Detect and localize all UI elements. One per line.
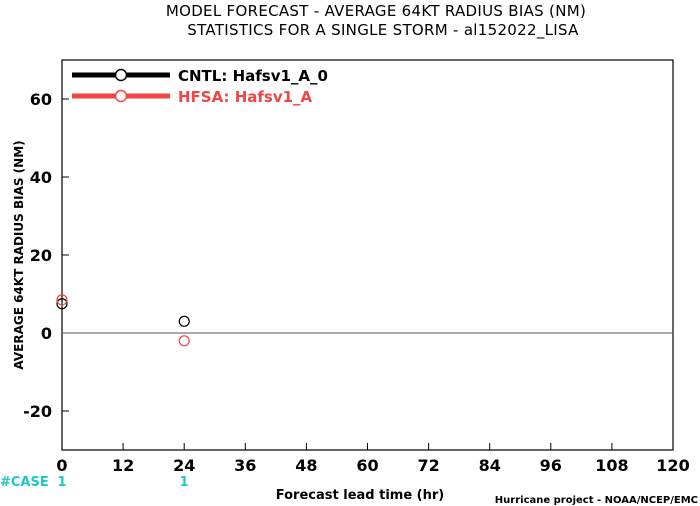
x-tick-label: 24 [173, 456, 195, 475]
y-tick-label: 40 [30, 168, 52, 187]
x-tick-label: 48 [295, 456, 317, 475]
data-points [56, 294, 190, 347]
x-tick-label: 108 [595, 456, 628, 475]
chart-title: MODEL FORECAST - AVERAGE 64KT RADIUS BIA… [166, 2, 586, 20]
data-point [56, 298, 68, 310]
legend-marker [114, 89, 128, 103]
case-label: #CASE [0, 475, 49, 490]
y-tick-label: 20 [30, 246, 52, 265]
plot-frame [61, 59, 674, 451]
x-axis: 0 12 24 36 48 60 72 84 96 108 120 [56, 443, 690, 475]
x-tick-label: 36 [234, 456, 256, 475]
x-axis-label: Forecast lead time (hr) [276, 488, 444, 503]
legend-label: CNTL: Hafsv1_A_0 [178, 67, 328, 85]
x-tick-label: 96 [540, 456, 562, 475]
y-tick-label: 60 [30, 90, 52, 109]
legend-marker [114, 68, 128, 82]
chart-subtitle: STATISTICS FOR A SINGLE STORM - al152022… [187, 21, 579, 40]
legend-label: HFSA: Hafsv1_A [178, 88, 313, 106]
x-tick-label: 12 [112, 456, 134, 475]
y-axis-label: AVERAGE 64KT RADIUS BIAS (NM) [12, 140, 26, 369]
x-tick-label: 120 [656, 456, 689, 475]
x-tick-label: 60 [356, 456, 378, 475]
y-tick-label: 0 [41, 324, 52, 343]
data-point [178, 335, 190, 347]
x-tick-label: 72 [417, 456, 439, 475]
y-axis: -20 0 20 40 60 [23, 90, 69, 421]
data-point [178, 315, 190, 327]
x-tick-label: 0 [56, 456, 67, 475]
x-tick-label: 84 [479, 456, 501, 475]
y-tick-label: -20 [23, 402, 52, 421]
credit-text: Hurricane project - NOAA/NCEP/EMC [495, 495, 698, 506]
case-count: 1 [57, 475, 66, 490]
data-point [56, 294, 68, 306]
legend: CNTL: Hafsv1_A_0 HFSA: Hafsv1_A [72, 67, 328, 106]
case-count: 1 [180, 475, 189, 490]
